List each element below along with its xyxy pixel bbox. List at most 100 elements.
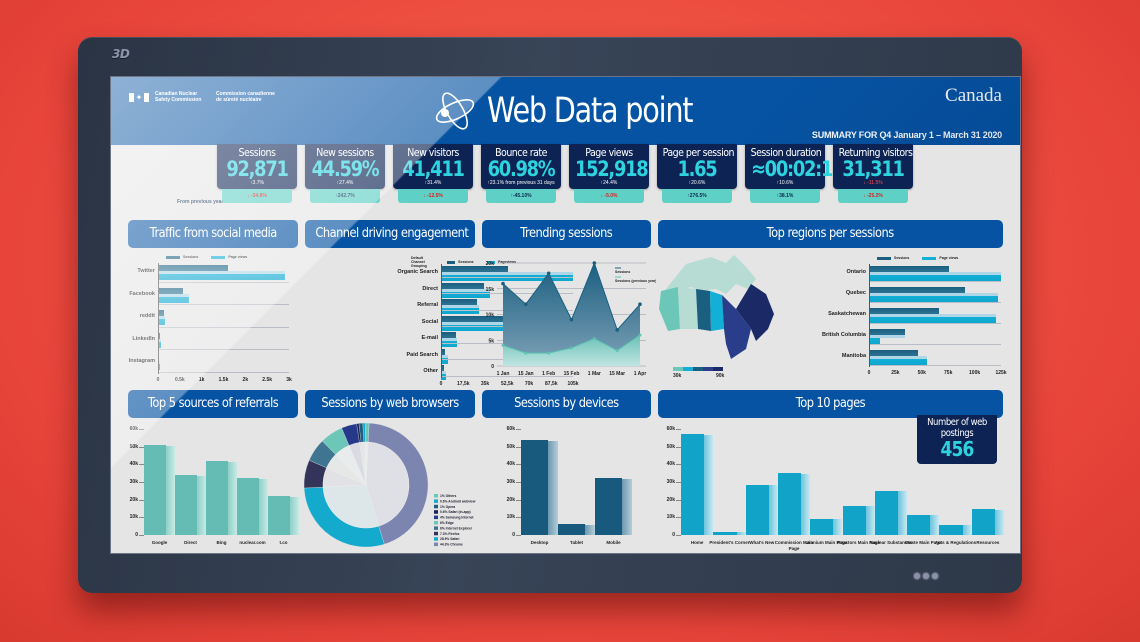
category-label: Mobile xyxy=(606,540,621,545)
panel-title-regions: Top regions per sessions xyxy=(658,220,1003,248)
kpi-card-body: Session duration ≈00:02:14 ↑10.6% xyxy=(745,144,845,189)
kpi-value: 44.59% xyxy=(311,157,380,181)
y-tick: 40k xyxy=(129,461,138,468)
category-label: British Columbia xyxy=(821,332,866,338)
kpi-card-session-duration: Session duration ≈00:02:14 ↑10.6% ↑38.1% xyxy=(745,144,845,203)
kpi-value: 1.65 xyxy=(677,157,718,181)
svg-text:15 Feb: 15 Feb xyxy=(564,371,580,377)
area-chart: 0 5k 10k 15k 20k 1 Jan 15 Jan 1 Feb 15 Feb 1… xyxy=(486,261,657,377)
category-label: Resources xyxy=(976,540,1000,545)
canada-wordmark: Canada xyxy=(945,85,1002,106)
bar-shadow xyxy=(290,496,299,535)
bar-shadow xyxy=(801,473,811,535)
y-tick: 10k xyxy=(506,514,515,521)
org-name-fr: Commission canadienne de sûreté nucléaire xyxy=(216,91,275,103)
bar-shadow xyxy=(547,440,558,535)
canada-choropleth-map: 30k 90k xyxy=(659,255,774,379)
x-tick: 0 xyxy=(867,370,871,376)
bar xyxy=(713,532,737,535)
y-tick: 20k xyxy=(129,496,138,503)
canada-flag-icon: ✦ xyxy=(129,93,149,102)
web-postings-label: Number of web postings xyxy=(927,417,987,439)
chart-legend: Sessions Page views xyxy=(166,255,247,259)
y-tick: 20k xyxy=(506,496,515,503)
svg-text:1% Opera: 1% Opera xyxy=(440,505,455,509)
svg-text:44.3% Chrome: 44.3% Chrome xyxy=(440,543,463,547)
y-tick: 0 xyxy=(512,532,515,538)
summary-period: SUMMARY FOR Q4 January 1 – March 31 2020 xyxy=(811,130,1002,140)
svg-text:1 Jan: 1 Jan xyxy=(497,371,510,377)
bar-shadow xyxy=(833,519,843,535)
category-label: reddit xyxy=(139,313,155,319)
plot-area xyxy=(521,429,636,535)
y-axis xyxy=(441,264,442,378)
atom-icon xyxy=(435,92,475,130)
legend-label: Sessions xyxy=(458,260,474,264)
y-tick: 60k xyxy=(666,426,675,432)
kpi-yoy-badge: ↑-45.10% xyxy=(486,189,556,203)
kpi-card-page-views: Page views 152,918 ↑24.4% ↓ -5.0% xyxy=(569,144,649,203)
bar xyxy=(842,505,866,535)
kpi-value: 60.98% xyxy=(487,157,556,181)
x-tick: 17,5k xyxy=(457,380,470,387)
bar xyxy=(681,434,705,535)
kpi-yoy-badge: ↑38.1% xyxy=(750,189,820,203)
bar xyxy=(777,473,802,535)
panel-title-channel: Channel driving engagement xyxy=(305,220,475,248)
bar xyxy=(237,478,260,535)
bar-shadow xyxy=(865,506,875,535)
kpi-card-new-sessions: New sessions 44.59% ↑27.4% ↑242.7% xyxy=(305,144,385,203)
legend-label: Page views xyxy=(228,255,248,259)
gridline xyxy=(869,281,1001,282)
category-label: Paid Search xyxy=(406,351,439,358)
panel-title-browsers: Sessions by web browsers xyxy=(305,390,475,418)
gridline xyxy=(869,365,1001,366)
chart-trending-sessions: 0 5k 10k 15k 20k 1 Jan 15 Jan 1 Feb 15 Feb 1… xyxy=(481,249,657,384)
y-tick: 40k xyxy=(506,461,515,468)
svg-text:6% Internet Explorer: 6% Internet Explorer xyxy=(440,526,473,530)
category-label: Organic Search xyxy=(397,269,438,275)
gridline xyxy=(158,281,289,283)
gridline xyxy=(869,323,1001,324)
gridline xyxy=(158,371,289,373)
svg-text:0.6% Android webview: 0.6% Android webview xyxy=(440,499,476,503)
kpi-yoy-badge: ↓ -12.5% xyxy=(398,189,468,203)
kpi-card-returning-visitors: Returning visitors 31,311 ↓ -11.5% ↓ -25… xyxy=(833,144,913,203)
bar-pageviews xyxy=(158,296,190,303)
kpi-card-body: New sessions 44.59% ↑27.4% xyxy=(305,144,385,189)
chart-social-media: Sessions Page views Twitter Facebook reddit… xyxy=(111,249,301,384)
svg-text:7.3% Firefox: 7.3% Firefox xyxy=(440,532,460,536)
svg-text:4% Samsung Internet: 4% Samsung Internet xyxy=(440,516,474,520)
legend-swatch-pageviews xyxy=(211,255,226,259)
gridline xyxy=(158,304,289,305)
y-axis xyxy=(869,264,870,367)
web-postings-value: 456 xyxy=(940,437,975,461)
svg-text:6% Edge: 6% Edge xyxy=(440,521,454,525)
category-label: Saskatchewan xyxy=(828,311,866,317)
bar xyxy=(907,514,931,535)
y-tick-mark xyxy=(676,535,681,536)
y-tick: 40k xyxy=(666,461,675,468)
chart-devices: 0 10k 20k 30k 40k 50k 60k Desktop Tablet Mobile xyxy=(481,419,656,549)
kpi-card-body: Sessions 92,871 ↑3.7% xyxy=(217,144,297,189)
bar-shadow xyxy=(621,479,632,535)
bar-shadow xyxy=(994,509,1004,535)
y-axis xyxy=(158,263,159,374)
y-tick: 10k xyxy=(129,514,138,521)
panel-title-trending: Trending sessions xyxy=(482,220,651,248)
kpi-value: 152,918 xyxy=(575,157,649,181)
bar-shadow xyxy=(197,475,206,535)
kpi-value: 31,311 xyxy=(842,157,905,181)
svg-text:0: 0 xyxy=(491,364,494,370)
bar-pageviews xyxy=(158,274,285,280)
svg-text:1% Others: 1% Others xyxy=(440,494,456,498)
kpi-card-body: Page views 152,918 ↑24.4% xyxy=(569,144,649,189)
kpi-card-body: Page per session 1.65 ↑20.6% xyxy=(657,144,737,189)
bar-shadow xyxy=(228,461,237,535)
kpi-card-body: Bounce rate 60.98% ↑23.1% from previous … xyxy=(481,144,561,189)
x-tick: 50k xyxy=(917,370,926,376)
bar xyxy=(810,519,834,535)
kpi-yoy-badge: ↓ -34.8% xyxy=(222,189,292,203)
x-tick: 0.5k xyxy=(174,376,185,383)
